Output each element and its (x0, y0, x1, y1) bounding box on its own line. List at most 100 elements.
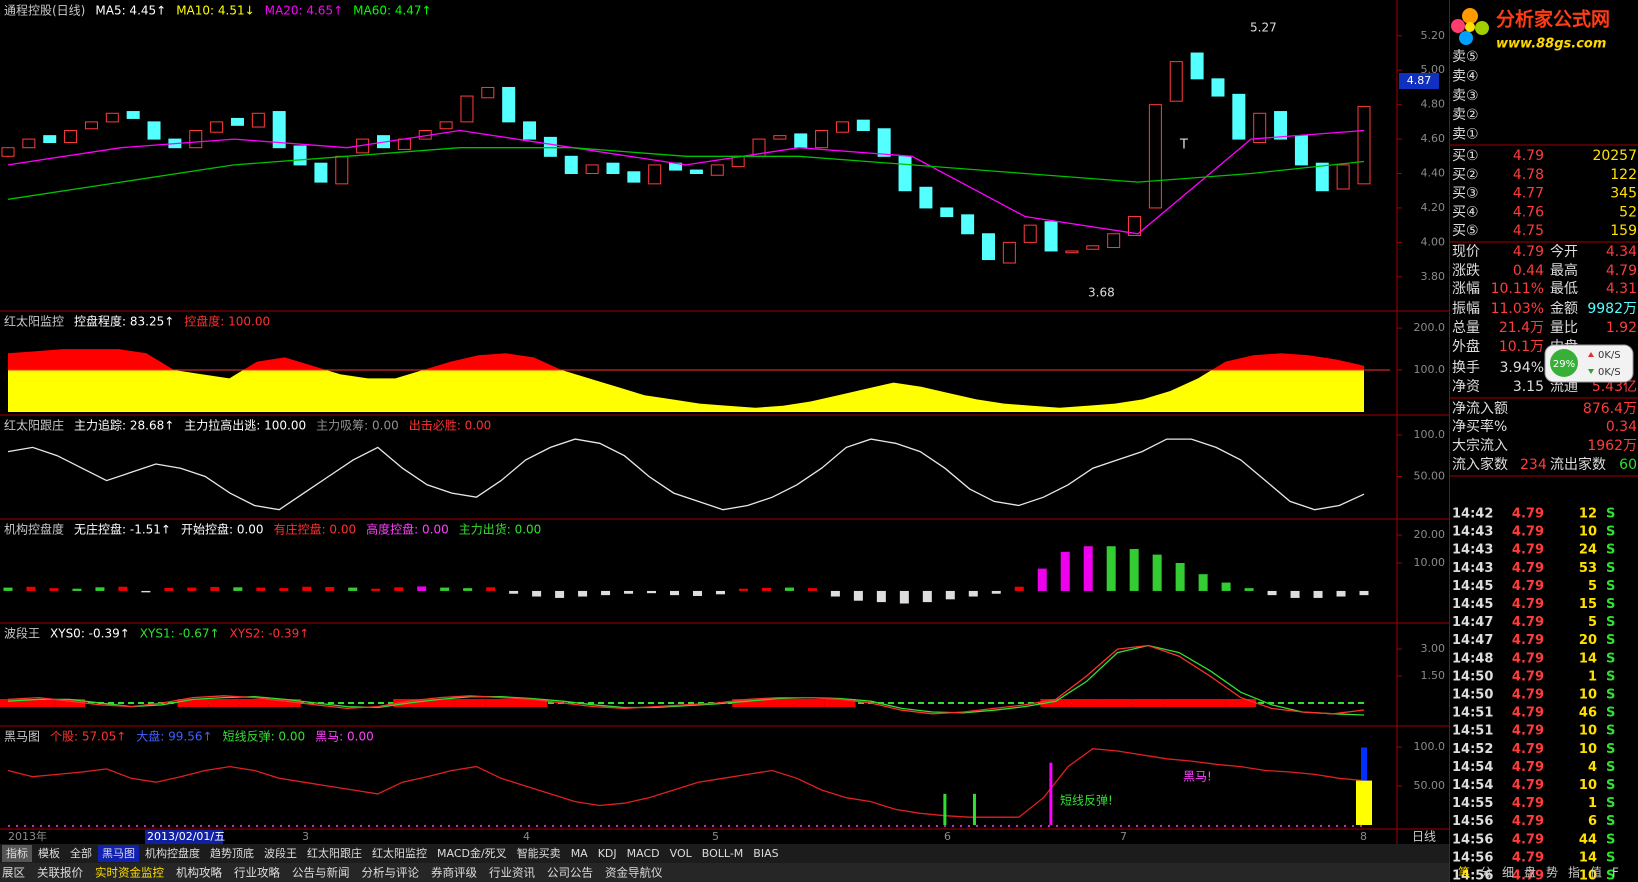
tab-label[interactable]: KDJ (598, 847, 617, 860)
bar (463, 588, 473, 591)
flow-label: 流出家数 (1550, 456, 1606, 473)
bar (1198, 574, 1208, 591)
quote-label: 金额 (1550, 301, 1578, 317)
area-below (8, 370, 1364, 412)
panel-label: 主力追踪: 28.68↑ (74, 418, 174, 433)
band (177, 698, 209, 707)
link[interactable]: 公司公告 (547, 866, 593, 880)
tab-label[interactable]: 红太阳跟庄 (307, 846, 362, 860)
band (0, 698, 24, 707)
quote-label: 振幅 (1452, 301, 1480, 317)
link[interactable]: 展区 (2, 866, 25, 880)
link[interactable]: 关联报价 (37, 866, 83, 880)
side-tab[interactable]: F (1612, 866, 1619, 880)
side-tab[interactable]: 盘 (1524, 865, 1536, 880)
date-label: 5 (712, 830, 719, 843)
bar (417, 586, 427, 591)
tab-label[interactable]: 趋势顶底 (210, 846, 254, 860)
buy-label: 买② (1452, 167, 1479, 183)
line (7, 129, 1365, 235)
candle (877, 128, 891, 157)
candle (606, 162, 620, 175)
tab-label[interactable]: 模板 (38, 846, 60, 860)
link[interactable]: 券商评级 (431, 866, 477, 880)
tick-volume: 10 (1579, 869, 1597, 882)
link[interactable]: 分析与评论 (362, 866, 420, 880)
band (208, 698, 240, 707)
y-tick-label: 3.00 (1421, 642, 1446, 655)
panel-label: 个股: 57.05↑ (50, 730, 126, 744)
tab-label[interactable]: 智能买卖 (517, 846, 561, 860)
panel-dividers (0, 144, 1638, 830)
panel-label: 波段王 (4, 626, 40, 641)
candle (314, 162, 328, 183)
quote-label: 净资 (1452, 379, 1480, 395)
link[interactable]: 行业资讯 (489, 866, 535, 880)
date-label: 2013年 (8, 829, 47, 843)
tab-label[interactable]: BOLL-M (702, 847, 744, 860)
tab-label[interactable]: 红太阳监控 (372, 846, 427, 860)
tab-label[interactable]: 全部 (70, 846, 92, 860)
tick-price: 4.79 (1512, 742, 1544, 757)
bar (256, 587, 266, 591)
tick-time: 14:56 (1452, 869, 1493, 882)
petal (1462, 8, 1478, 24)
candle (1002, 241, 1016, 264)
tick-side: S (1606, 706, 1615, 721)
tick-price: 4.79 (1512, 850, 1544, 865)
buy-volume: 122 (1610, 167, 1637, 183)
y-tick-label: 4.00 (1421, 235, 1446, 248)
tab-label[interactable]: 机构控盘度 (145, 846, 200, 860)
side-tab[interactable]: 笔 (1458, 865, 1470, 880)
side-tab[interactable]: 分 (1480, 866, 1492, 880)
side-tab[interactable]: 细 (1502, 866, 1514, 880)
quote-value: 4.31 (1606, 281, 1637, 297)
side-tab[interactable]: 值 (1590, 865, 1602, 880)
tab-label[interactable]: MA (571, 847, 588, 860)
candle (230, 117, 244, 126)
tick-volume: 5 (1588, 579, 1597, 594)
candle (272, 111, 286, 149)
bar (1359, 590, 1369, 596)
bar (1106, 546, 1116, 591)
link[interactable]: 公告与新闻 (292, 866, 350, 880)
side-tab[interactable]: 指 (1568, 865, 1580, 880)
flow-label: 净流入额 (1452, 401, 1508, 417)
tab-label[interactable]: MACD金/死叉 (437, 846, 507, 860)
bar (853, 590, 863, 601)
panel-label: XYS0: -0.39↑ (50, 627, 130, 641)
link[interactable]: 行业攻略 (234, 866, 280, 880)
bar (164, 587, 174, 591)
tick-side: S (1606, 796, 1615, 811)
flow-label: 流入家数 (1452, 456, 1508, 473)
bar (371, 588, 381, 591)
y-tick-label: 4.20 (1421, 201, 1446, 214)
bar (784, 587, 794, 591)
tab[interactable] (2, 845, 32, 862)
tab-label[interactable]: MACD (627, 847, 660, 860)
tab[interactable] (98, 845, 139, 862)
y-tick-label: 1.50 (1421, 669, 1446, 682)
tab-label[interactable]: VOL (670, 847, 693, 860)
side-tab[interactable]: 势 (1546, 866, 1558, 880)
candle (189, 129, 203, 149)
tab-label[interactable]: 黑马图 (102, 847, 135, 860)
candle (585, 164, 599, 175)
tab-label[interactable]: BIAS (753, 847, 778, 860)
tab-label[interactable]: 波段王 (264, 846, 297, 860)
link[interactable]: 资金导航仪 (605, 866, 663, 880)
tab-label[interactable]: 指标 (6, 846, 28, 860)
panel-label: 控盘程度: 83.25↑ (74, 314, 174, 329)
candle (794, 133, 808, 149)
link[interactable]: 实时资金监控 (95, 866, 164, 880)
tick-price: 4.79 (1512, 778, 1544, 793)
panel-label: 主力出货: 0.00 (459, 522, 542, 537)
candle (1128, 216, 1142, 236)
tick-time: 14:54 (1452, 760, 1493, 775)
date-label: 8 (1360, 830, 1367, 843)
link[interactable]: 机构攻略 (176, 866, 222, 880)
bar (210, 587, 220, 591)
quote-label: 换手 (1452, 359, 1480, 376)
candle (1023, 224, 1037, 243)
